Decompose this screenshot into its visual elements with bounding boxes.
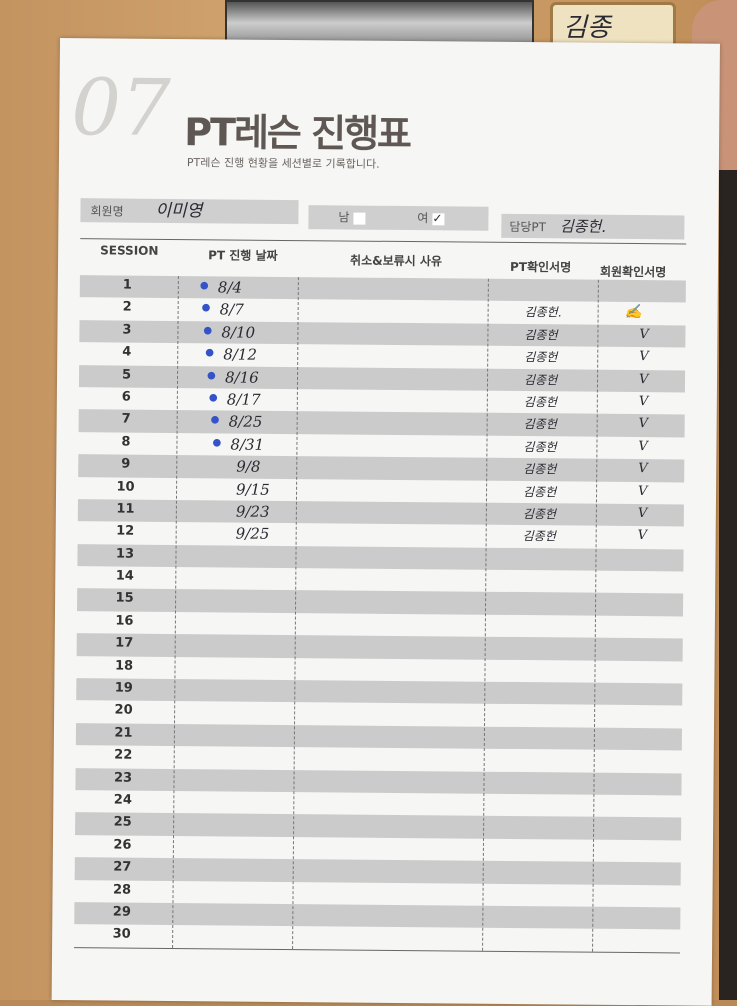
form-title: PT레슨 진행표 <box>183 110 411 157</box>
session-number: 10 <box>116 479 135 495</box>
pt-signature[interactable]: 김종헌 <box>524 350 558 365</box>
session-number: 29 <box>112 904 131 920</box>
session-number: 6 <box>121 389 131 405</box>
trainer-label: 담당PT <box>509 219 547 235</box>
bullet-dot: ● <box>199 280 209 292</box>
trainer-name-value: 김종헌. <box>559 217 607 236</box>
session-number: 9 <box>121 456 131 472</box>
background-edge <box>719 170 737 1000</box>
female-checkbox[interactable]: ✓ <box>432 210 445 225</box>
pt-signature[interactable]: 김종헌 <box>522 506 557 522</box>
member-signature[interactable]: V <box>638 416 649 432</box>
female-label: 여 <box>417 211 429 226</box>
session-number: 14 <box>115 568 134 584</box>
member-signature[interactable]: V <box>638 438 648 454</box>
table-header: SESSION PT 진행 날짜 취소&보류시 사유 PT확인서명 회원확인서명 <box>79 238 687 281</box>
bullet-dot: ● <box>203 325 213 337</box>
member-name-label: 회원명 <box>90 204 124 219</box>
bullet-dot: ● <box>207 369 216 381</box>
session-number: 11 <box>116 501 135 517</box>
pt-signature[interactable]: 김종헌 <box>523 395 558 410</box>
session-date[interactable]: 8/16 <box>224 368 259 387</box>
member-signature[interactable]: V <box>638 483 648 499</box>
header-reason: 취소&보류시 사유 <box>350 253 443 269</box>
session-date[interactable]: 8/4 <box>217 278 243 297</box>
pt-signature[interactable]: 김종헌 <box>523 372 558 387</box>
gender-field: 남 여 ✓ <box>308 205 489 231</box>
header-date: PT 진행 날짜 <box>208 248 278 263</box>
session-date[interactable]: 8/12 <box>223 345 258 364</box>
session-number: 17 <box>115 635 134 651</box>
member-name-value: 이미영 <box>155 200 203 222</box>
trainer-field[interactable]: 담당PT 김종헌. <box>501 213 685 240</box>
member-signature[interactable]: V <box>637 505 648 522</box>
session-number: 12 <box>116 523 135 539</box>
session-number: 1 <box>122 277 132 293</box>
bullet-dot: ● <box>201 302 211 314</box>
pt-signature[interactable]: 김종헌 <box>522 529 556 544</box>
session-date[interactable]: 8/10 <box>221 323 256 342</box>
bullet-dot: ● <box>210 414 220 426</box>
pt-signature[interactable]: 김종헌 <box>522 484 557 499</box>
session-date[interactable]: 8/31 <box>230 435 265 454</box>
pt-signature[interactable]: 김종헌 <box>524 327 558 343</box>
session-number: 21 <box>114 725 133 741</box>
session-date[interactable]: 9/23 <box>235 502 270 521</box>
session-date[interactable]: 8/17 <box>226 390 261 409</box>
member-signature[interactable]: V <box>638 461 648 477</box>
header-member-sign: 회원확인서명 <box>599 264 667 280</box>
member-signature[interactable]: V <box>638 394 649 410</box>
male-checkbox[interactable] <box>353 212 366 225</box>
member-signature[interactable]: V <box>639 349 649 365</box>
session-date[interactable]: 9/8 <box>236 457 261 476</box>
session-number: 30 <box>112 926 131 942</box>
bullet-dot: ● <box>208 392 218 404</box>
session-date[interactable]: 9/15 <box>235 480 270 499</box>
pt-signature[interactable]: 김종헌 <box>523 439 557 455</box>
session-number: 19 <box>114 680 133 696</box>
header-session: SESSION <box>100 243 159 258</box>
session-number: 27 <box>113 859 132 875</box>
member-signature[interactable]: V <box>637 528 648 544</box>
member-signature[interactable]: V <box>639 326 649 342</box>
pt-signature[interactable]: 김종헌 <box>523 417 557 432</box>
session-number: 22 <box>114 747 133 763</box>
session-number: 25 <box>113 814 132 831</box>
session-number: 20 <box>114 702 133 719</box>
header-pt-sign: PT확인서명 <box>509 259 572 275</box>
form-subtitle: PT레슨 진행 현황을 세션별로 기록합니다. <box>186 156 380 171</box>
bullet-dot: ● <box>212 437 222 449</box>
session-number: 8 <box>121 434 131 450</box>
session-number: 15 <box>115 590 134 607</box>
male-label: 남 <box>338 210 350 225</box>
session-number: 5 <box>121 367 132 383</box>
session-number: 24 <box>113 792 132 808</box>
bullet-dot: ● <box>205 347 215 359</box>
session-number: 4 <box>122 344 132 360</box>
session-number: 28 <box>112 882 132 898</box>
session-number: 23 <box>113 770 133 786</box>
pt-progress-form: 07 PT레슨 진행표 PT레슨 진행 현황을 세션별로 기록합니다. 회원명 … <box>51 38 720 1006</box>
session-date[interactable]: 8/25 <box>228 412 263 432</box>
session-number: 16 <box>115 613 134 629</box>
form-number: 07 <box>70 63 172 154</box>
pt-signature[interactable]: 김종헌. <box>524 305 562 320</box>
session-number: 3 <box>122 322 132 338</box>
member-signature[interactable]: V <box>638 371 649 387</box>
session-date[interactable]: 8/7 <box>219 300 244 320</box>
session-number: 2 <box>122 299 132 316</box>
session-number: 18 <box>114 658 134 674</box>
session-number: 13 <box>115 546 135 562</box>
session-number: 26 <box>113 837 132 853</box>
member-name-field[interactable]: 회원명 이미영 <box>80 198 299 225</box>
session-date[interactable]: 9/25 <box>235 524 270 544</box>
pt-signature[interactable]: 김종헌 <box>523 462 557 477</box>
member-signature-scribble[interactable]: ✍ <box>624 304 643 321</box>
session-number: 7 <box>121 411 131 427</box>
